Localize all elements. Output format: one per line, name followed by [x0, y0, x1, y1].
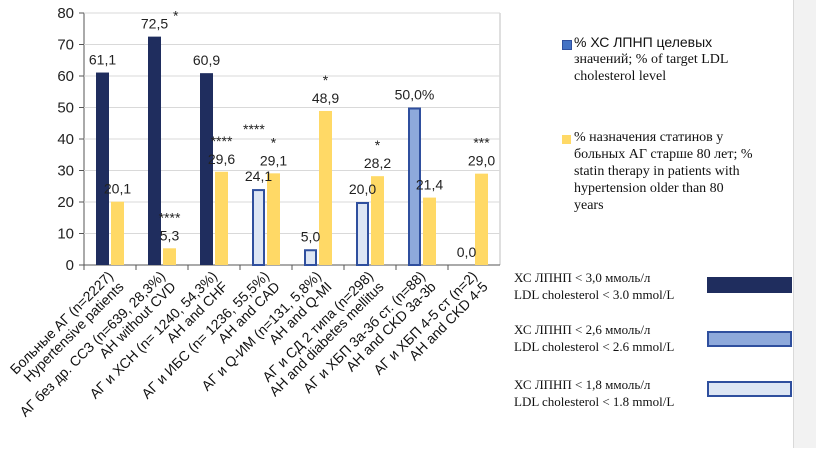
legend-ldl-line1: % ХС ЛПНП целевых [574, 34, 713, 50]
y-tick-label: 20 [57, 194, 74, 211]
bar-ldl [356, 202, 369, 266]
bar-ldl [408, 107, 421, 266]
bar-statin [371, 176, 384, 265]
x-category-label-ru: Больные АГ (n=2227) [7, 268, 116, 377]
y-tick-label: 30 [57, 163, 74, 180]
y-tick-label: 40 [57, 131, 74, 148]
threshold-26-text: ХС ЛПНП < 2,6 ммоль/л LDL cholesterol < … [514, 321, 674, 355]
significance-marker: **** [211, 133, 233, 149]
y-tick-label: 70 [57, 37, 74, 54]
data-label-statin: 29,6 [208, 151, 235, 167]
significance-marker: * [173, 8, 179, 24]
significance-marker: * [271, 134, 277, 150]
bar-statin [111, 201, 124, 265]
data-label-statin: 29,1 [260, 152, 287, 168]
y-tick-label: 60 [57, 68, 74, 85]
bar-statin [215, 171, 228, 265]
threshold-18-en: LDL cholesterol < 1.8 mmol/L [514, 394, 675, 409]
threshold-26-swatch [707, 331, 792, 347]
y-tick-label: 0 [66, 257, 74, 274]
data-label-ldl: 61,1 [89, 52, 116, 68]
threshold-30-swatch [707, 277, 792, 293]
legend-statin: % назначения статинов у больных АГ старш… [574, 129, 789, 214]
significance-marker: *** [473, 135, 490, 151]
bar-ldl [304, 249, 317, 266]
data-label-statin: 48,9 [312, 90, 339, 106]
bar-statin [319, 110, 332, 265]
legend-ldl-line2: значений; % of target LDL [574, 52, 729, 67]
data-label-ldl: 0,0 [457, 244, 477, 260]
data-label-statin: 29,0 [468, 153, 495, 169]
data-label-ldl: 24,1 [245, 168, 272, 184]
threshold-26-en: LDL cholesterol < 2.6 mmol/L [514, 339, 675, 354]
bar-statin [163, 248, 176, 265]
data-label-statin: 28,2 [364, 155, 391, 171]
y-tick-label: 80 [57, 5, 74, 22]
bar-statin [423, 197, 436, 265]
bar-ldl [148, 36, 161, 265]
bar-ldl [96, 72, 109, 265]
bar-ldl [200, 73, 213, 265]
threshold-18-swatch [707, 381, 792, 397]
legend-ldl-line3: cholesterol level [574, 69, 667, 84]
data-label-ldl: 20,0 [349, 181, 376, 197]
data-label-ldl: 60,9 [193, 52, 220, 68]
data-label-statin: 20,1 [104, 181, 131, 197]
legend-statin-line1: % назначения статинов у [574, 130, 724, 145]
bar-ldl [252, 189, 265, 267]
significance-marker: * [323, 72, 329, 88]
significance-marker: **** [159, 209, 181, 225]
bar-statin [475, 173, 488, 265]
legend-statin-line5: years [574, 198, 604, 213]
bar-statin [267, 173, 280, 265]
legend-statin-line4: hypertension older than 80 [574, 181, 724, 196]
legend-statin-swatch [562, 135, 571, 144]
significance-marker: **** [243, 121, 265, 137]
threshold-30-en: LDL cholesterol < 3.0 mmol/L [514, 287, 675, 302]
legend-statin-line2: больных АГ старше 80 лет; % [574, 147, 753, 162]
legend-statin-line3: statin therapy in patients with [574, 164, 740, 179]
threshold-18-text: ХС ЛПНП < 1,8 ммоль/л LDL cholesterol < … [514, 376, 674, 410]
legend-ldl: % ХС ЛПНП целевых значений; % of target … [574, 34, 789, 85]
threshold-18-ru: ХС ЛПНП < 1,8 ммоль/л [514, 377, 651, 392]
threshold-26-ru: ХС ЛПНП < 2,6 ммоль/л [514, 322, 651, 337]
legend-ldl-swatch [562, 40, 572, 50]
data-label-ldl: 50,0% [395, 87, 435, 103]
y-tick-label: 50 [57, 100, 74, 117]
data-label-statin: 21,4 [416, 177, 443, 193]
data-label-ldl: 5,0 [301, 228, 321, 244]
significance-marker: * [375, 137, 381, 153]
side-strip [793, 0, 816, 448]
threshold-30-ru: ХС ЛПНП < 3,0 ммоль/л [514, 270, 651, 285]
threshold-30-text: ХС ЛПНП < 3,0 ммоль/л LDL cholesterol < … [514, 269, 674, 303]
y-tick-label: 10 [57, 226, 74, 243]
data-label-statin: 5,3 [160, 227, 180, 243]
data-label-ldl: 72,5 [141, 16, 168, 32]
